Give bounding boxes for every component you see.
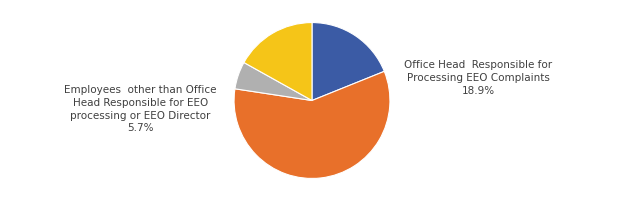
Text: Office Head  Responsible for
Processing EEO Complaints
18.9%: Office Head Responsible for Processing E…: [404, 60, 552, 95]
Wedge shape: [312, 23, 384, 101]
Wedge shape: [234, 72, 390, 179]
Text: Employees  other than Office
Head Responsible for EEO
processing or EEO Director: Employees other than Office Head Respons…: [64, 85, 217, 133]
Wedge shape: [235, 63, 312, 101]
Wedge shape: [244, 23, 312, 101]
